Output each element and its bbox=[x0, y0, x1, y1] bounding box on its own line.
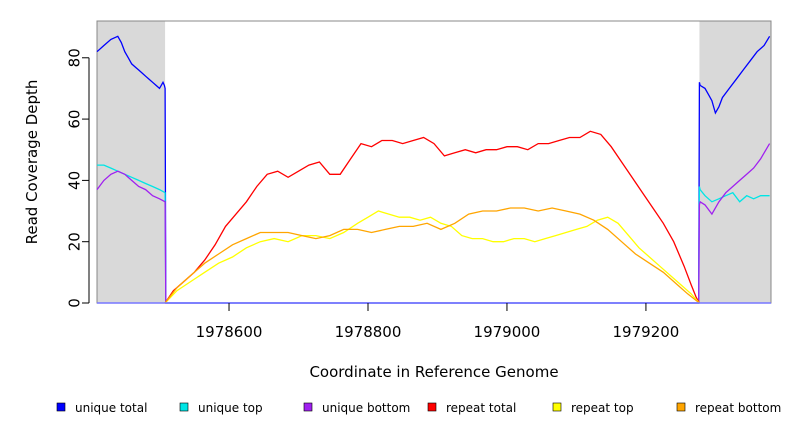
series-line-repeat-bottom bbox=[164, 207, 700, 304]
series-line-repeat-total bbox=[164, 130, 700, 304]
shaded-region-0 bbox=[97, 21, 166, 303]
legend-swatch bbox=[676, 402, 686, 412]
series-line-repeat-top bbox=[164, 210, 700, 304]
legend-label: repeat total bbox=[446, 401, 516, 415]
x-axis: 1978600 1978800 1979000 1979200 bbox=[196, 303, 680, 341]
legend-item-unique-top: unique top bbox=[179, 401, 263, 415]
x-tick-label: 1978600 bbox=[196, 323, 263, 341]
legend-item-unique-total: unique total bbox=[56, 401, 147, 415]
legend-item-repeat-top: repeat top bbox=[552, 401, 634, 415]
legend-item-repeat-bottom: repeat bottom bbox=[676, 401, 781, 415]
y-tick-label: 80 bbox=[65, 48, 83, 67]
legend-swatch bbox=[56, 402, 66, 412]
legend-label: repeat top bbox=[571, 401, 634, 415]
y-tick-label: 40 bbox=[65, 171, 83, 190]
series-line-unique-bottom bbox=[96, 143, 771, 304]
plot-area-border bbox=[96, 20, 772, 304]
x-tick-label: 1979000 bbox=[474, 323, 541, 341]
x-tick-label: 1978800 bbox=[335, 323, 402, 341]
legend-label: unique bottom bbox=[322, 401, 410, 415]
x-axis-label: Coordinate in Reference Genome bbox=[309, 363, 558, 381]
x-tick-label: 1979200 bbox=[613, 323, 680, 341]
legend-label: repeat bottom bbox=[695, 401, 781, 415]
legend-label: unique total bbox=[75, 401, 147, 415]
legend: unique total unique top unique bottom repea… bbox=[56, 401, 781, 415]
shaded-region-1 bbox=[699, 21, 771, 303]
legend-swatch bbox=[303, 402, 313, 412]
y-axis: 0 20 40 60 80 bbox=[65, 48, 90, 308]
shaded-regions bbox=[97, 21, 771, 303]
y-tick-label: 20 bbox=[65, 232, 83, 251]
y-tick-label: 60 bbox=[65, 110, 83, 129]
legend-item-unique-bottom: unique bottom bbox=[303, 401, 410, 415]
legend-label: unique top bbox=[198, 401, 263, 415]
legend-item-repeat-total: repeat total bbox=[427, 401, 516, 415]
y-axis-label: Read Coverage Depth bbox=[23, 80, 41, 245]
series-line-unique-total bbox=[96, 35, 771, 304]
legend-swatch bbox=[552, 402, 562, 412]
legend-swatch bbox=[179, 402, 189, 412]
series-lines bbox=[96, 35, 771, 304]
legend-swatch bbox=[427, 402, 437, 412]
y-tick-label: 0 bbox=[65, 298, 83, 308]
